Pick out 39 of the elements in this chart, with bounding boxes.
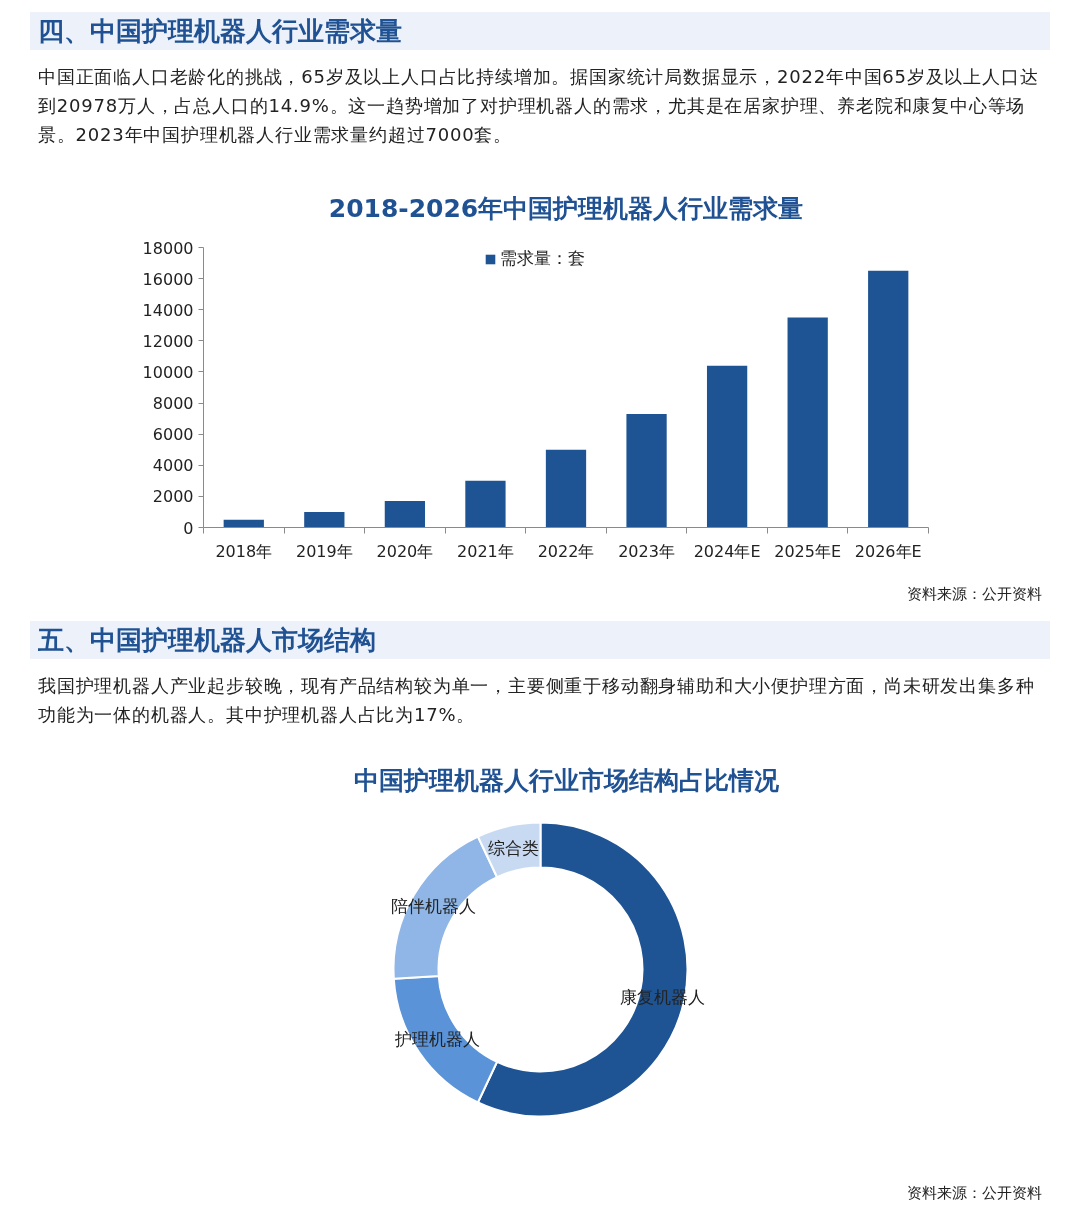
y-tick-label: 4000 [152,456,194,476]
text: 资料来源：公开资料 [907,584,1042,605]
y-tick-label: 12000 [142,331,194,351]
bar [706,365,748,528]
x-tick-label: 2025年E [774,541,842,561]
y-tick-label: 18000 [142,238,194,258]
chart-title: 中国护理机器人行业市场结构占比情况 [353,765,780,795]
x-tick-label: 2021年 [457,541,514,561]
y-tick-label: 16000 [142,269,194,289]
bar [868,270,909,528]
slice-label: 陪伴机器人 [390,896,476,917]
y-tick-label: 10000 [142,362,194,382]
bar [787,317,828,528]
text: 资料来源：公开资料 [907,1183,1042,1204]
chart-title: 2018-2026年中国护理机器人行业需求量 [328,193,804,223]
bar [304,511,345,528]
x-tick-label: 2020年 [376,541,434,561]
x-tick-label: 2023年 [618,541,675,561]
y-tick-label: 2000 [152,487,194,507]
y-tick-label: 6000 [152,425,194,445]
text: 中国正面临人口老龄化的挑战，65岁及以上人口占比持续增加。据国家统计局数据显示，2022年中国65岁及以上人口达到20978万人，占总人口的14.9%。这一趋势增加了对护理机器人的需求，尤其是在居家护理、养老院和康复中心等场景。2023年中国护理机器人行业需求量约超过7000套。 [38,65,1040,147]
bar [626,413,667,528]
bar [465,480,506,528]
y-tick-label: 8000 [152,394,194,414]
bar [545,449,587,528]
slice-label: 护理机器人 [394,1029,481,1050]
y-tick-label: 14000 [142,300,194,320]
legend-label: 需求量：套 [499,247,585,270]
x-tick-label: 2019年 [295,541,353,561]
x-tick-label: 2024年E [693,541,761,561]
slice-label: 综合类 [487,838,539,858]
x-tick-label: 2022年 [537,541,595,561]
y-tick-label: 0 [183,518,194,538]
x-tick-label: 2026年E [854,541,922,561]
bar [384,501,426,528]
x-tick-label: 2018年 [215,541,273,561]
text: 五、中国护理机器人市场结构 [38,624,376,657]
text: 我国护理机器人产业起步较晚，现有产品结构较为单一，主要侧重于移动翻身辅助和大小便护理方面，尚未研发出集多种功能为一体的机器人。其中护理机器人占比为17%。 [38,674,1036,727]
text: 四、中国护理机器人行业需求量 [38,15,402,48]
